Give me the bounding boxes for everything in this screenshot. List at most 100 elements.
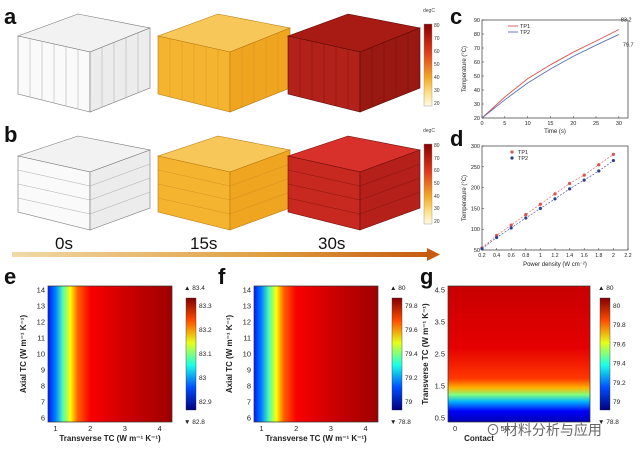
colorbar-min-label: ▼ 78.8	[598, 419, 619, 426]
y-tick-label: 50	[474, 74, 480, 80]
colorbar	[391, 297, 403, 411]
y-tick-label: 7	[247, 398, 251, 407]
data-point	[611, 158, 615, 163]
chart-d: 0.2 0.4 0.6 0.8 1 1.2 1.4 1.6 1.8 2 2.2 50 100 150 200…	[462, 144, 632, 268]
y-tick-label: 11	[37, 334, 45, 343]
panel-label-d: d	[450, 126, 464, 151]
y-tick-label: 7	[41, 398, 45, 407]
colorbar-max-label: ▲ 80	[598, 285, 614, 292]
x-tick-label: 30	[616, 121, 622, 127]
data-point	[524, 216, 528, 220]
data-point	[524, 213, 528, 217]
data-point	[582, 178, 586, 182]
legend-label: TP1	[520, 24, 530, 30]
y-tick-label: 12	[37, 318, 45, 327]
y-tick-label: 300	[471, 144, 480, 150]
x-axis-label: Time (s)	[544, 129, 566, 135]
block-b-0s	[16, 135, 152, 231]
colorbar-tick-label: 83.2	[199, 327, 212, 334]
x-axis-label: Transverse TC (W m⁻¹ K⁻¹)	[59, 434, 161, 443]
legend-label: TP1	[518, 150, 528, 156]
colorbar-tick-label: 60	[434, 168, 440, 175]
y-axis-label: Axial TC (W m⁻¹ K⁻¹)	[225, 315, 234, 394]
x-tick-label: 0	[453, 424, 457, 433]
y-tick-label: 0.5	[435, 414, 445, 423]
y-tick-label: 6	[41, 414, 45, 423]
colorbar-tick-label: 79.4	[613, 361, 626, 368]
colorbar-tick-label: 79.8	[405, 303, 418, 310]
y-tick-label: 20	[474, 116, 480, 122]
y-tick-label: 10	[37, 350, 45, 359]
heatmap-g: ▲ 80 ▼ 78.8 80 79.8 79.6 79.4 79.2 79 4.5 3.5 2.5 1…	[421, 285, 626, 443]
x-tick-label: 0	[480, 121, 483, 127]
colorbar-max-label: ▲ 80	[390, 285, 406, 292]
timeline-arrowhead	[427, 248, 440, 261]
x-tick-label: 1.4	[566, 253, 573, 259]
colorbar-min-label: ▼ 82.8	[184, 419, 205, 426]
colorbar-tick-label: 20	[434, 219, 440, 225]
x-tick-label: 1.6	[581, 253, 588, 259]
heatmap-f: ▲ 80▼ 78.879.879.679.479.279141312111098…	[225, 285, 418, 443]
y-tick-label: 1.5	[435, 382, 445, 391]
data-point	[597, 163, 601, 167]
y-tick-label: 8	[247, 382, 251, 391]
y-tick-label: 50	[474, 248, 480, 254]
y-tick-label: 11	[243, 334, 251, 343]
colorbar-b-unit: degC	[423, 128, 435, 134]
data-point	[495, 235, 499, 240]
y-tick-label: 14	[243, 286, 251, 295]
y-tick-label: 60	[474, 60, 480, 66]
panel-label-c: c	[450, 4, 463, 29]
legend-label: TP2	[518, 156, 528, 162]
legend-swatch	[510, 150, 514, 154]
time-label-0s: 0s	[55, 234, 73, 253]
x-tick-label: 1.2	[551, 253, 558, 259]
panel-label-a: a	[4, 4, 17, 29]
y-tick-label: 150	[471, 206, 480, 212]
block-a-0s	[16, 13, 152, 113]
colorbar-tick-label: 83.3	[199, 303, 212, 310]
colorbar-tick-label: 80	[434, 143, 440, 149]
y-axis-label: Temperature (°C)	[462, 175, 468, 221]
y-axis-label: Temperature (°C)	[462, 46, 468, 92]
colorbar-tick-label: 79.6	[405, 327, 418, 334]
chart-c: 0 5 10 15 20 25 30 20 30 40 50 60 70 80 90 Time (s) Temp…	[462, 18, 634, 135]
colorbar-b-ticks: 80 70 60 50 40 30 20	[434, 143, 450, 225]
colorbar-tick-label: 50	[434, 181, 440, 187]
x-tick-label: 1	[259, 424, 263, 433]
x-tick-label: 1	[53, 424, 57, 433]
time-label-30s: 30s	[318, 234, 346, 253]
x-tick-label: 0.4	[493, 253, 500, 259]
line-series-TP2	[481, 160, 614, 249]
x-tick-label: 2	[612, 253, 615, 259]
x-tick-label: 5	[503, 121, 506, 127]
annotation-tp2: 79.7	[623, 42, 634, 48]
colorbar-tick-label: 83	[199, 375, 207, 382]
colorbar-tick-label: 79	[405, 399, 413, 406]
heatmap-field	[48, 286, 172, 422]
y-tick-label: 70	[474, 46, 480, 52]
x-tick-label: 2	[294, 424, 298, 433]
data-point	[597, 169, 601, 173]
colorbar-tick-label: 70	[434, 155, 440, 162]
timeline-arrow	[12, 252, 427, 257]
plot-frame	[447, 285, 591, 423]
block-b-30s	[286, 135, 422, 231]
colorbar-tick-label: 20	[434, 101, 440, 107]
x-tick-label: 15	[547, 121, 553, 127]
x-tick-label: 4	[364, 424, 368, 433]
y-tick-label: 30	[474, 102, 480, 108]
data-point	[538, 202, 542, 206]
x-axis-label: Power density (W cm⁻²)	[523, 262, 587, 268]
legend-swatch	[510, 156, 514, 160]
x-tick-label: 2	[88, 424, 92, 433]
panel-label-b: b	[4, 122, 18, 147]
colorbar-a	[423, 23, 433, 107]
plot-frame	[47, 285, 173, 423]
x-tick-label: 20	[570, 121, 576, 127]
colorbar-tick-label: 79.2	[405, 375, 418, 382]
annotation-tp1: 83.2	[621, 18, 632, 24]
x-tick-label: 0.2	[478, 253, 485, 259]
colorbar-tick-label: 80	[434, 23, 440, 29]
colorbar	[185, 297, 197, 411]
